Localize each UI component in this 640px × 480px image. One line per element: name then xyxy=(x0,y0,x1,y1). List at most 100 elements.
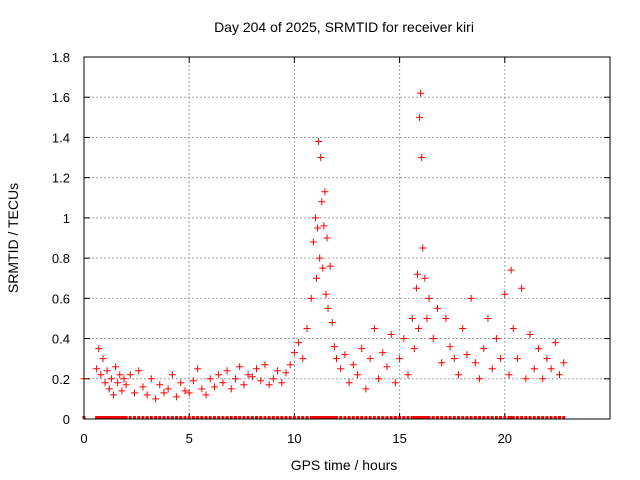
data-point xyxy=(189,377,197,385)
data-point xyxy=(534,345,542,353)
data-point xyxy=(309,238,317,246)
rug-mark xyxy=(507,416,511,419)
data-point xyxy=(446,343,454,351)
x-axis-ticks: 0 5 10 15 20 xyxy=(80,57,512,446)
rug-mark xyxy=(229,416,233,419)
data-point xyxy=(269,375,277,383)
data-point xyxy=(415,325,423,332)
rug-mark xyxy=(297,416,301,419)
rug-mark xyxy=(398,416,402,419)
y-tick-label: 1.8 xyxy=(52,50,70,65)
rug-mark xyxy=(435,416,439,419)
rug-mark xyxy=(128,416,132,419)
rug-mark xyxy=(328,416,332,419)
data-point xyxy=(408,314,416,322)
data-point xyxy=(323,234,331,242)
data-point xyxy=(526,331,534,339)
rug-mark xyxy=(141,416,145,419)
rug-mark xyxy=(461,416,465,419)
data-point xyxy=(168,371,176,379)
rug-mark xyxy=(421,416,425,419)
data-point xyxy=(375,375,383,383)
data-point xyxy=(379,349,387,357)
data-point xyxy=(261,361,269,369)
data-point xyxy=(198,385,206,393)
rug-mark xyxy=(326,416,330,419)
data-point xyxy=(433,304,441,312)
data-point xyxy=(522,375,530,383)
rug-mark xyxy=(95,416,99,419)
data-point xyxy=(231,375,239,383)
data-point xyxy=(299,355,307,363)
rug-mark xyxy=(166,416,170,419)
data-point xyxy=(467,294,475,302)
data-point xyxy=(244,371,252,379)
rug-mark xyxy=(469,416,473,419)
data-point xyxy=(107,375,115,383)
y-tick-label: 0.2 xyxy=(52,372,70,387)
data-point xyxy=(227,385,235,393)
rug-mark xyxy=(187,416,191,419)
data-point xyxy=(164,385,172,393)
rug-mark xyxy=(334,416,338,419)
y-axis-label: SRMTID / TECUs xyxy=(5,183,21,293)
rug-mark xyxy=(509,416,513,419)
y-tick-label: 1.4 xyxy=(52,130,70,145)
rug-mark xyxy=(494,416,498,419)
data-point xyxy=(463,351,471,359)
rug-mark xyxy=(356,416,360,419)
rug-mark xyxy=(499,416,503,419)
rug-mark xyxy=(292,416,296,419)
chart-title: Day 204 of 2025, SRMTID for receiver kir… xyxy=(214,19,474,35)
data-point xyxy=(126,371,134,379)
data-point xyxy=(319,264,327,272)
rug-mark xyxy=(233,416,237,419)
y-tick-label: 0.8 xyxy=(52,251,70,266)
data-point xyxy=(120,375,128,383)
rug-mark xyxy=(351,416,355,419)
data-point xyxy=(410,345,418,353)
rug-mark xyxy=(212,416,216,419)
data-point xyxy=(265,381,273,389)
rug-mark xyxy=(280,416,284,419)
data-point xyxy=(345,379,353,387)
data-point xyxy=(322,290,330,298)
data-point xyxy=(215,371,223,379)
data-point xyxy=(507,266,515,274)
data-point xyxy=(413,270,421,278)
data-point xyxy=(122,381,130,389)
data-point xyxy=(147,375,155,383)
data-point xyxy=(416,113,424,121)
data-point xyxy=(366,355,374,363)
data-point xyxy=(419,244,427,252)
rug-mark xyxy=(465,416,469,419)
rug-mark xyxy=(120,416,124,419)
data-point xyxy=(101,379,109,387)
rug-mark xyxy=(145,416,149,419)
data-point xyxy=(160,389,168,397)
rug-mark xyxy=(343,416,347,419)
rug-mark xyxy=(97,416,101,419)
data-point xyxy=(404,371,412,379)
data-point xyxy=(362,385,370,393)
data-point xyxy=(387,331,395,339)
rug-mark xyxy=(191,416,195,419)
data-point xyxy=(177,379,185,387)
data-point xyxy=(423,314,431,322)
rug-mark xyxy=(175,416,179,419)
data-point xyxy=(219,379,227,387)
rug-mark xyxy=(360,416,364,419)
data-point xyxy=(459,325,467,332)
data-point xyxy=(118,387,126,395)
rug-mark xyxy=(217,416,221,419)
rug-mark xyxy=(154,416,158,419)
data-point xyxy=(505,371,513,379)
data-point xyxy=(93,365,101,373)
rug-mark xyxy=(309,416,313,419)
rug-mark xyxy=(238,416,242,419)
rug-mark xyxy=(482,416,486,419)
data-point xyxy=(253,365,261,373)
x-tick-label: 20 xyxy=(498,431,512,446)
data-point xyxy=(488,365,496,373)
data-point xyxy=(181,387,189,395)
